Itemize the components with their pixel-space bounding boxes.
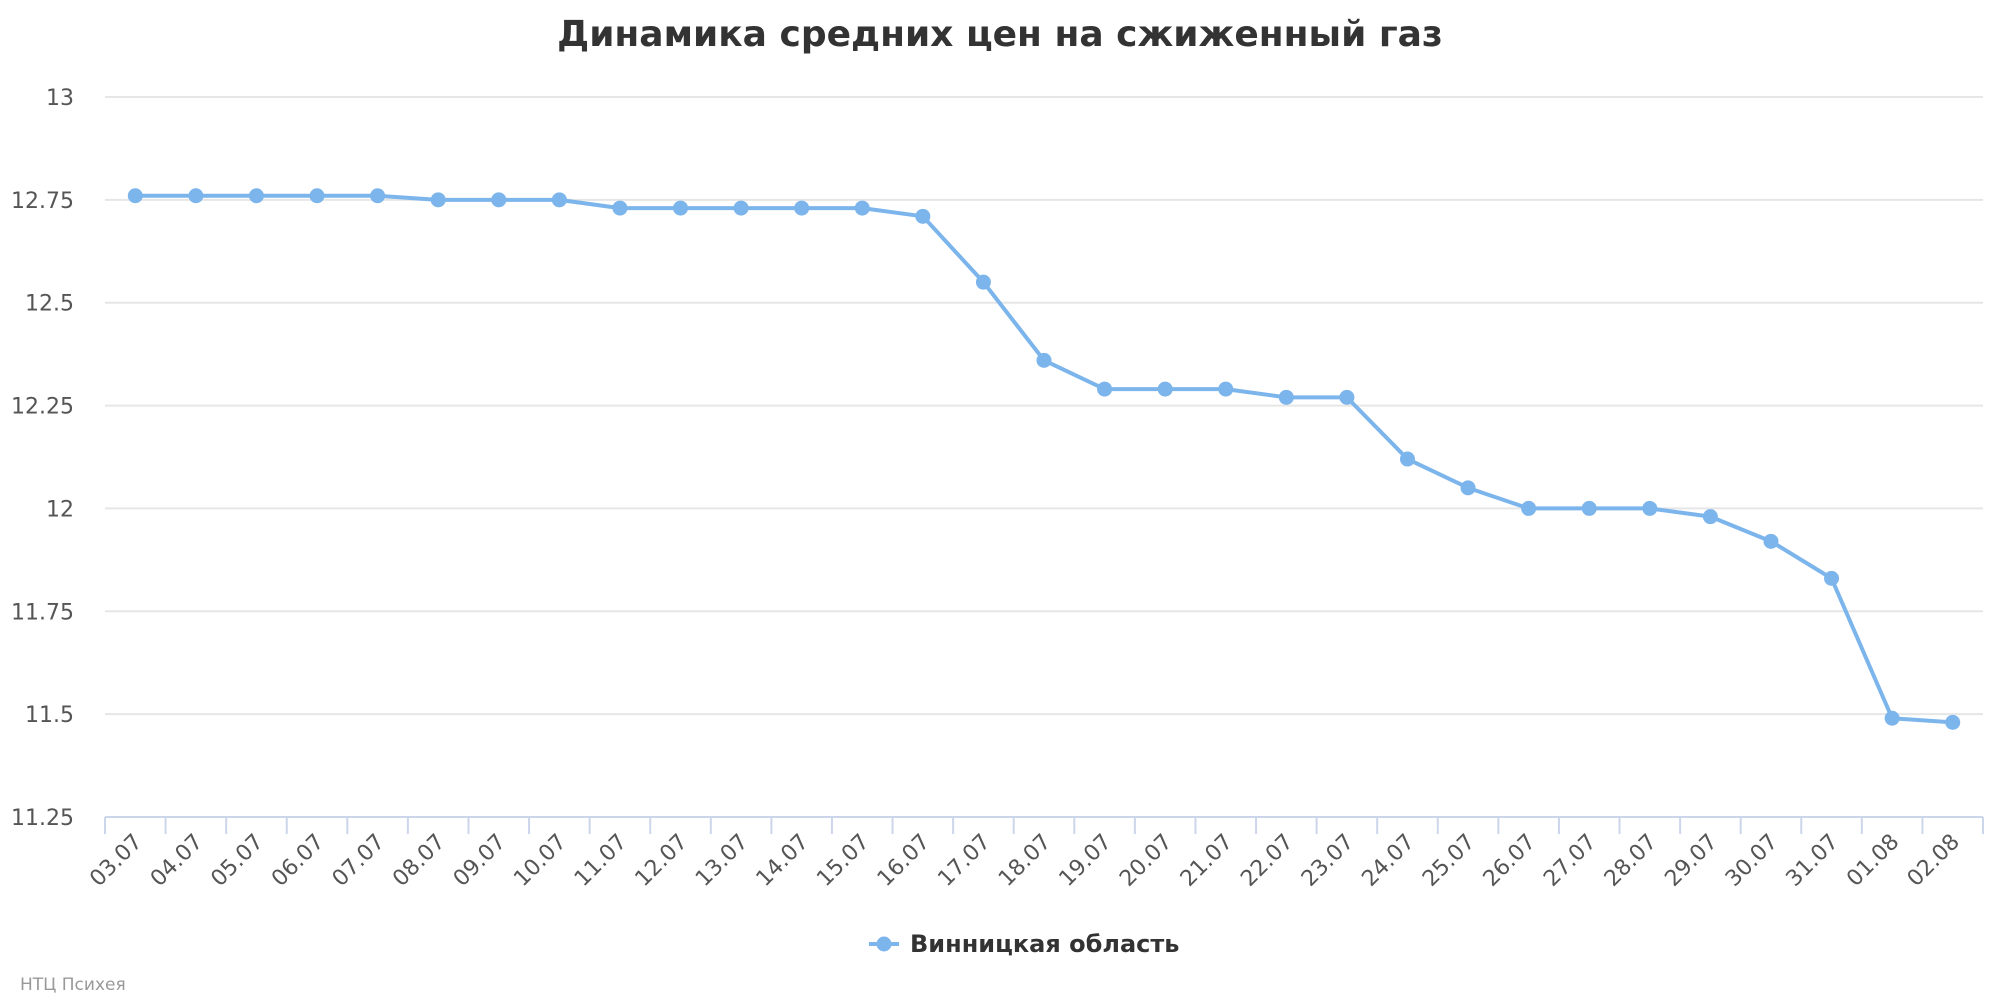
x-tick-label: 11.07 <box>570 830 632 892</box>
x-tick-label: 10.07 <box>509 830 571 892</box>
data-point[interactable] <box>370 188 386 204</box>
data-point[interactable] <box>975 274 991 290</box>
legend[interactable]: Винницкая область <box>869 930 1179 958</box>
x-tick-label: 21.07 <box>1176 830 1238 892</box>
data-point[interactable] <box>1460 480 1476 496</box>
data-point[interactable] <box>127 188 143 204</box>
x-tick-label: 29.07 <box>1660 830 1722 892</box>
data-point[interactable] <box>733 200 749 216</box>
data-point[interactable] <box>551 192 567 208</box>
data-point[interactable] <box>1884 710 1900 726</box>
y-tick-label: 11.75 <box>11 600 74 625</box>
data-point[interactable] <box>1278 389 1294 405</box>
data-point[interactable] <box>1097 381 1113 397</box>
x-tick-label: 20.07 <box>1115 830 1177 892</box>
y-tick-label: 12 <box>46 497 74 522</box>
chart-title: Динамика средних цен на сжиженный газ <box>557 14 1443 55</box>
x-tick-label: 31.07 <box>1782 830 1844 892</box>
series-group <box>127 188 1961 730</box>
x-tick-label: 14.07 <box>752 830 814 892</box>
data-point[interactable] <box>794 200 810 216</box>
legend-marker <box>876 936 892 952</box>
data-point[interactable] <box>915 208 931 224</box>
x-tick-label: 07.07 <box>328 830 390 892</box>
data-point[interactable] <box>1157 381 1173 397</box>
x-tick-label: 05.07 <box>206 830 268 892</box>
data-point[interactable] <box>1702 509 1718 525</box>
x-tick-label: 24.07 <box>1358 830 1420 892</box>
y-tick-label: 11.5 <box>25 703 74 728</box>
x-tick-label: 22.07 <box>1236 830 1298 892</box>
x-tick-label: 12.07 <box>631 830 693 892</box>
x-tick-label: 01.08 <box>1842 830 1904 892</box>
y-axis: 11.25 11.5 11.75 12 12.25 12.5 12.75 13 <box>11 86 74 831</box>
data-point[interactable] <box>854 200 870 216</box>
data-point[interactable] <box>1581 500 1597 516</box>
x-tick-label: 18.07 <box>994 830 1056 892</box>
legend-label[interactable]: Винницкая область <box>910 930 1179 958</box>
data-point[interactable] <box>612 200 628 216</box>
data-point[interactable] <box>248 188 264 204</box>
x-tick-label: 15.07 <box>812 830 874 892</box>
data-point[interactable] <box>1399 451 1415 467</box>
data-point[interactable] <box>1945 714 1961 730</box>
x-axis: 03.0704.0705.0706.0707.0708.0709.0710.07… <box>85 816 1984 892</box>
x-tick-label: 30.07 <box>1721 830 1783 892</box>
series-line <box>133 193 1955 725</box>
y-tick-label: 11.25 <box>11 806 74 831</box>
gridlines <box>105 96 1983 716</box>
x-tick-label: 16.07 <box>873 830 935 892</box>
y-tick-label: 12.25 <box>11 395 74 420</box>
x-tick-label: 04.07 <box>146 830 208 892</box>
data-point[interactable] <box>1521 500 1537 516</box>
data-point[interactable] <box>1763 533 1779 549</box>
x-tick-label: 09.07 <box>449 830 511 892</box>
data-point[interactable] <box>1642 500 1658 516</box>
y-tick-label: 12.75 <box>11 189 74 214</box>
x-tick-label: 23.07 <box>1297 830 1359 892</box>
credits-label[interactable]: НТЦ Психея <box>20 975 126 995</box>
y-tick-label: 13 <box>46 86 74 111</box>
data-point[interactable] <box>1036 352 1052 368</box>
data-point[interactable] <box>309 188 325 204</box>
data-point[interactable] <box>1339 389 1355 405</box>
y-tick-label: 12.5 <box>25 292 74 317</box>
x-tick-label: 17.07 <box>933 830 995 892</box>
data-point[interactable] <box>188 188 204 204</box>
data-point[interactable] <box>430 192 446 208</box>
data-point[interactable] <box>673 200 689 216</box>
x-tick-label: 26.07 <box>1479 830 1541 892</box>
x-tick-label: 02.08 <box>1903 830 1965 892</box>
x-tick-label: 19.07 <box>1055 830 1117 892</box>
data-point[interactable] <box>1824 570 1840 586</box>
x-tick-label: 03.07 <box>85 830 147 892</box>
data-point[interactable] <box>1218 381 1234 397</box>
x-tick-label: 08.07 <box>388 830 450 892</box>
x-tick-label: 25.07 <box>1418 830 1480 892</box>
x-tick-label: 27.07 <box>1539 830 1601 892</box>
x-tick-label: 06.07 <box>267 830 329 892</box>
x-tick-label: 13.07 <box>691 830 753 892</box>
data-point[interactable] <box>491 192 507 208</box>
x-tick-label: 28.07 <box>1600 830 1662 892</box>
